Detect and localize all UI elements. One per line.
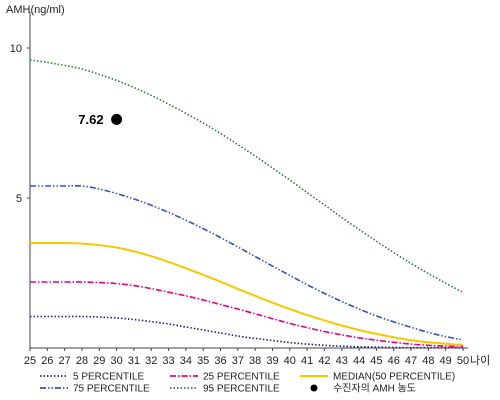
y-tick-label: 5	[16, 193, 22, 205]
series-line-median-50-percentile	[30, 241, 464, 346]
x-tick-label: 29	[93, 355, 105, 367]
legend-label: MEDIAN(50 PERCENTILE)	[333, 372, 455, 383]
y-axis-title: AMH(ng/ml)	[6, 4, 65, 16]
x-ticks: 25 26 27 28 29 30 31 32 33 34 35 36 37 38 39 40 41 42 43 44…	[24, 348, 469, 367]
x-tick-label: 50	[457, 355, 469, 367]
series-layer	[29, 59, 464, 349]
legend-label: 95 PERCENTILE	[203, 384, 280, 395]
x-tick-label: 44	[353, 355, 365, 367]
x-tick-label: 39	[266, 355, 278, 367]
x-tick-label: 48	[422, 355, 434, 367]
x-tick-label: 38	[249, 355, 261, 367]
x-tick-label: 49	[440, 355, 452, 367]
y-ticks: 5 10	[10, 43, 30, 205]
x-tick-label: 27	[59, 355, 71, 367]
x-tick-label: 30	[110, 355, 122, 367]
series-line-75-percentile	[30, 184, 464, 341]
patient-amh-point	[111, 113, 123, 125]
legend-point-swatch	[310, 384, 318, 392]
x-tick-label: 35	[197, 355, 209, 367]
series-line-95-percentile	[29, 59, 464, 294]
x-tick-label: 28	[76, 355, 88, 367]
x-tick-label: 46	[388, 355, 400, 367]
x-tick-label: 41	[301, 355, 313, 367]
x-axis-title: 나이	[470, 354, 490, 367]
x-tick-label: 42	[318, 355, 330, 367]
x-tick-label: 45	[370, 355, 382, 367]
x-tick-label: 40	[284, 355, 296, 367]
x-tick-label: 37	[232, 355, 244, 367]
x-tick-label: 34	[180, 355, 192, 367]
x-tick-label: 31	[128, 355, 140, 367]
x-tick-label: 36	[214, 355, 226, 367]
legend-label: 5 PERCENTILE	[73, 372, 144, 383]
y-tick-label: 10	[10, 43, 22, 55]
patient-amh-value-label: 7.62	[78, 112, 103, 127]
points-layer: 7.62	[78, 112, 123, 127]
series-line-25-percentile	[29, 281, 464, 348]
legend: 5 PERCENTILE 25 PERCENTILE MEDIAN(50 PERCE…	[40, 372, 455, 395]
legend-label: 25 PERCENTILE	[203, 372, 280, 383]
x-tick-label: 47	[405, 355, 417, 367]
series-line-5-percentile	[30, 315, 464, 349]
x-tick-label: 26	[41, 355, 53, 367]
x-tick-label: 32	[145, 355, 157, 367]
x-tick-label: 33	[162, 355, 174, 367]
legend-label: 75 PERCENTILE	[73, 384, 150, 395]
axes	[29, 12, 468, 349]
x-tick-label: 25	[24, 355, 36, 367]
x-tick-label: 43	[336, 355, 348, 367]
legend-label: 수진자의 AMH 농도	[333, 383, 416, 395]
